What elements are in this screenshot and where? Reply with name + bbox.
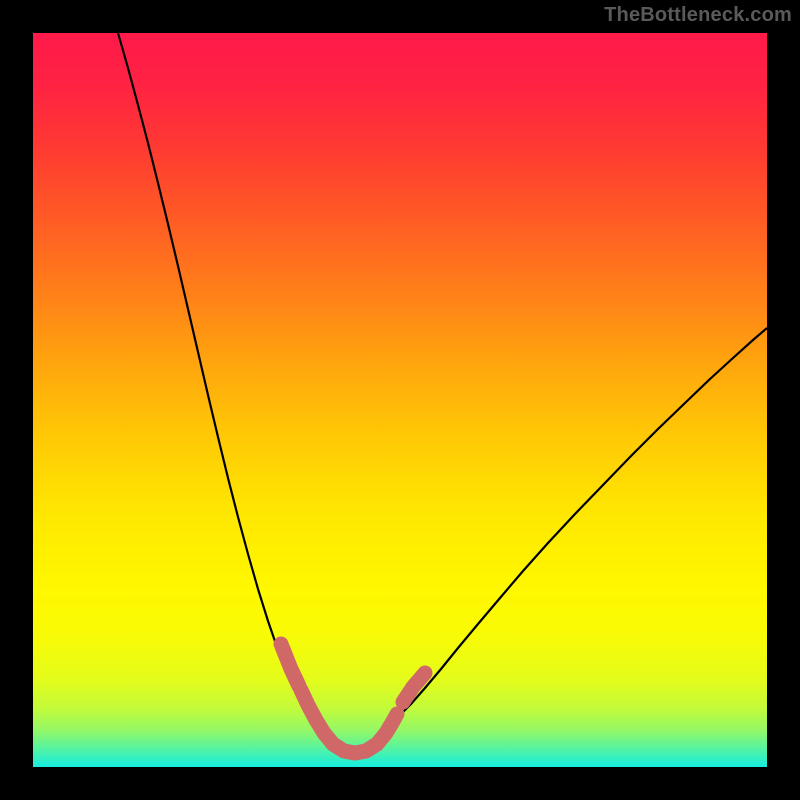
curve-left [118,33,315,724]
curve-layer [33,33,767,767]
right-nub [403,673,425,702]
bottom-arc [301,690,397,753]
watermark-label: TheBottleneck.com [604,4,792,27]
curve-right [388,328,767,726]
left-nub [281,644,299,686]
plot-area [33,33,767,767]
chart-canvas: TheBottleneck.com [0,0,800,800]
